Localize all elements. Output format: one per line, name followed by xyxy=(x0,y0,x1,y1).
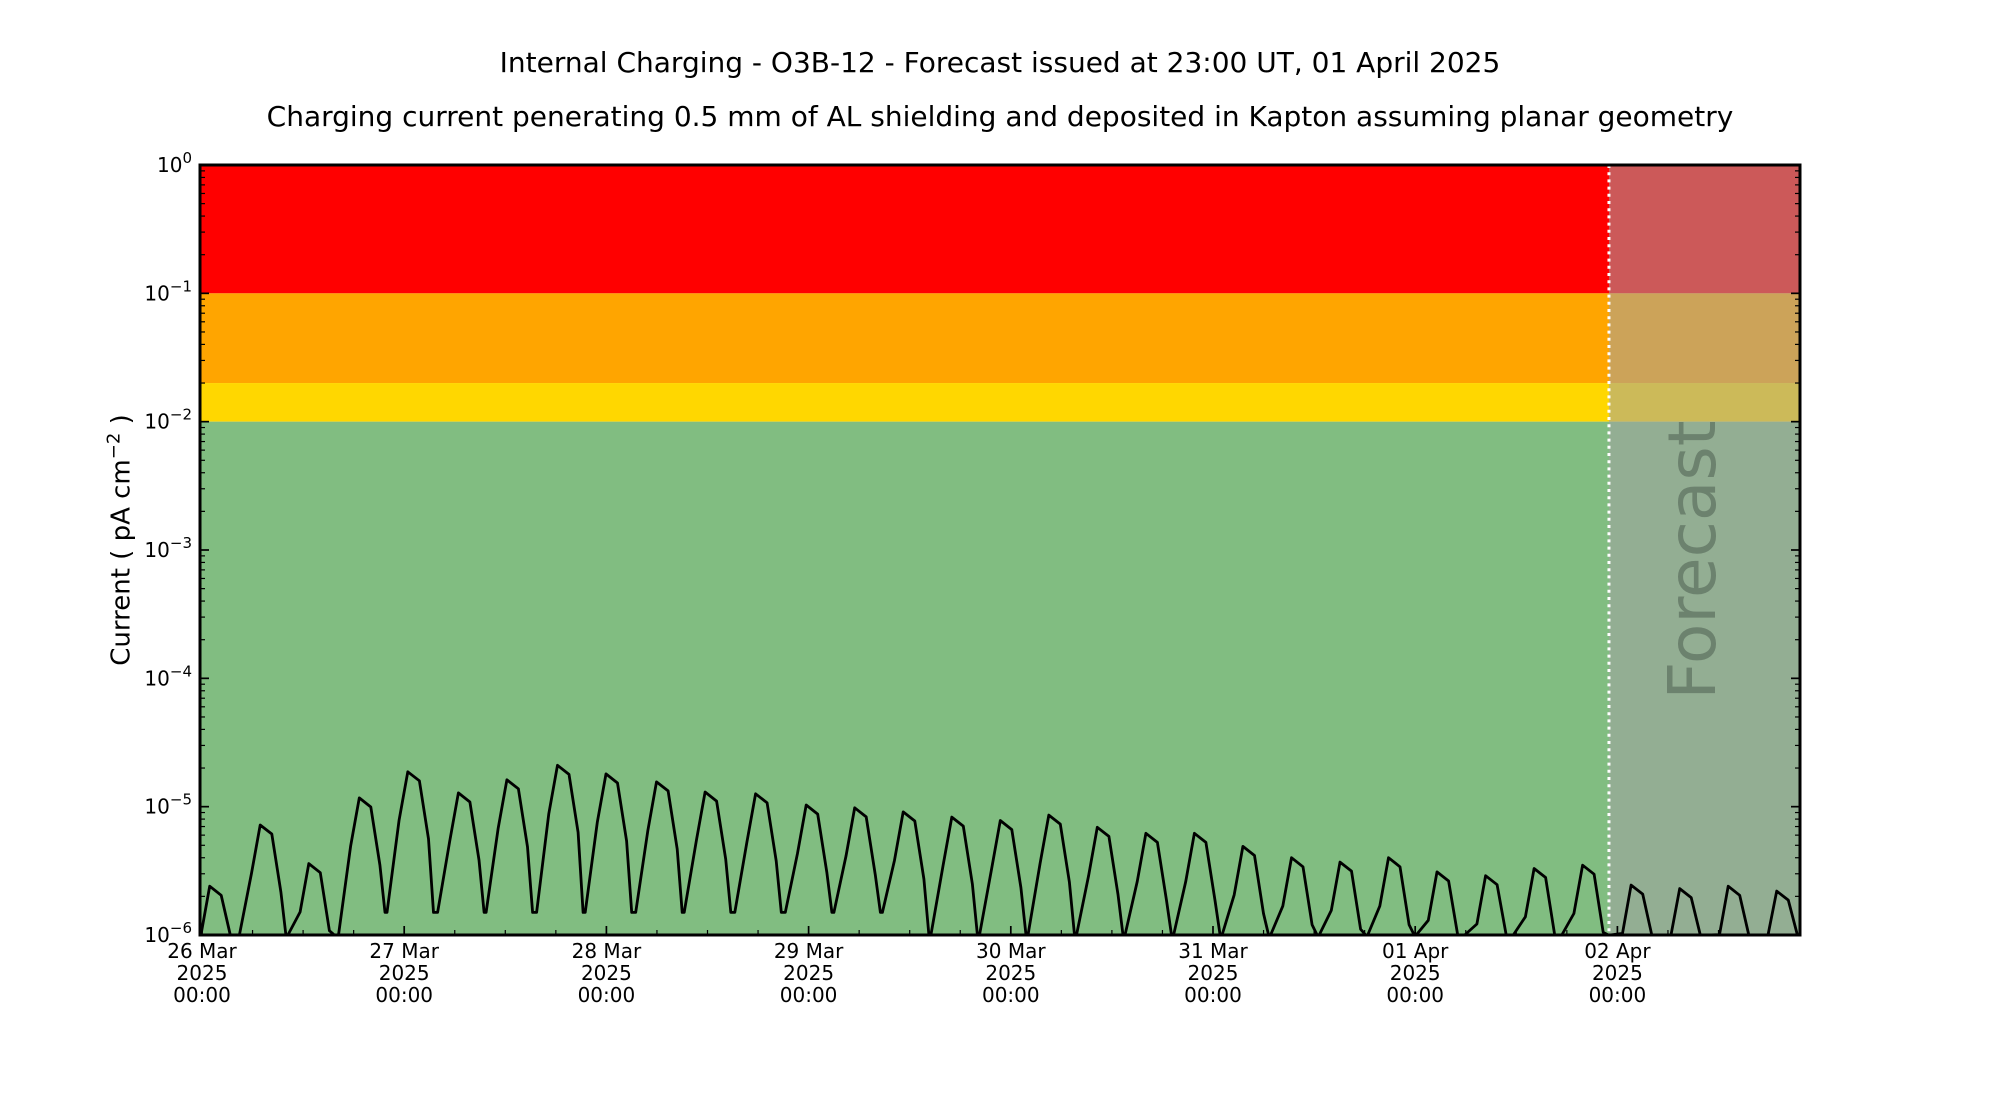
x-tick-line: 00:00 xyxy=(1589,983,1647,1007)
threshold-band-yellow xyxy=(200,383,1800,422)
y-tick-label: 10−3 xyxy=(144,534,192,562)
x-tick-label: 29 Mar 2025 00:00 xyxy=(774,939,844,1007)
y-tick-exponent: −5 xyxy=(170,791,192,809)
threshold-band-green xyxy=(200,421,1800,935)
x-tick-label: 02 Apr 2025 00:00 xyxy=(1584,939,1651,1007)
x-tick-line: 30 Mar xyxy=(976,939,1046,963)
current-line xyxy=(198,763,1802,937)
x-tick-line: 2025 xyxy=(783,961,834,985)
y-axis-label: Current ( pA cm−2 ) xyxy=(104,414,137,665)
x-tick-line: 31 Mar xyxy=(1178,939,1248,963)
y-tick-exponent: −3 xyxy=(170,534,192,552)
plot-border xyxy=(198,163,1802,937)
x-tick-line: 00:00 xyxy=(1184,983,1242,1007)
x-tick-line: 00:00 xyxy=(173,983,231,1007)
y-tick-label: 10−5 xyxy=(144,791,192,819)
y-tick-mantissa: 10 xyxy=(157,153,182,177)
x-tick-label: 27 Mar 2025 00:00 xyxy=(369,939,439,1007)
y-tick-exponent: −1 xyxy=(170,277,192,295)
x-tick-line: 00:00 xyxy=(578,983,636,1007)
x-tick-line: 2025 xyxy=(581,961,632,985)
x-tick-line: 2025 xyxy=(1188,961,1239,985)
chart-title: Internal Charging - O3B-12 - Forecast is… xyxy=(499,46,1501,79)
x-tick-line: 00:00 xyxy=(375,983,433,1007)
x-tick-line: 2025 xyxy=(1390,961,1441,985)
y-tick-mantissa: 10 xyxy=(144,666,169,690)
y-axis-label-close: ) xyxy=(106,414,137,433)
x-tick-line: 2025 xyxy=(1592,961,1643,985)
y-tick-exponent: −6 xyxy=(170,919,192,937)
x-tick-line: 00:00 xyxy=(780,983,838,1007)
x-tick-label: 28 Mar 2025 00:00 xyxy=(572,939,642,1007)
x-tick-label: 01 Apr 2025 00:00 xyxy=(1382,939,1449,1007)
y-tick-label: 10−6 xyxy=(144,919,192,947)
y-tick-label: 10−4 xyxy=(144,662,192,690)
x-tick-line: 29 Mar xyxy=(774,939,844,963)
forecast-watermark: Forecast xyxy=(1654,420,1731,699)
y-axis-label-text: Current ( pA cm xyxy=(106,459,137,666)
x-tick-line: 26 Mar xyxy=(167,939,237,963)
x-tick-line: 00:00 xyxy=(982,983,1040,1007)
y-tick-exponent: 0 xyxy=(182,149,192,167)
y-tick-mantissa: 10 xyxy=(144,538,169,562)
x-tick-line: 00:00 xyxy=(1386,983,1444,1007)
x-tick-line: 2025 xyxy=(379,961,430,985)
x-tick-line: 02 Apr xyxy=(1584,939,1651,963)
y-tick-label: 10−1 xyxy=(144,277,192,305)
x-tick-label: 31 Mar 2025 00:00 xyxy=(1178,939,1248,1007)
chart-subtitle: Charging current penerating 0.5 mm of AL… xyxy=(266,100,1734,133)
x-tick-line: 2025 xyxy=(177,961,228,985)
x-tick-line: 28 Mar xyxy=(572,939,642,963)
y-tick-label: 100 xyxy=(157,149,192,177)
x-tick-line: 01 Apr xyxy=(1382,939,1449,963)
threshold-band-orange xyxy=(200,293,1800,384)
y-tick-mantissa: 10 xyxy=(144,923,169,947)
threshold-band-red xyxy=(200,165,1800,294)
y-axis-label-exponent: −2 xyxy=(103,432,125,460)
y-tick-mantissa: 10 xyxy=(144,795,169,819)
x-tick-label: 30 Mar 2025 00:00 xyxy=(976,939,1046,1007)
y-tick-mantissa: 10 xyxy=(144,410,169,434)
y-tick-label: 10−2 xyxy=(144,406,192,434)
x-tick-label: 26 Mar 2025 00:00 xyxy=(167,939,237,1007)
y-tick-mantissa: 10 xyxy=(144,281,169,305)
x-tick-line: 27 Mar xyxy=(369,939,439,963)
forecast-overlay xyxy=(1608,165,1800,935)
y-tick-exponent: −4 xyxy=(170,662,192,680)
x-tick-line: 2025 xyxy=(985,961,1036,985)
y-tick-exponent: −2 xyxy=(170,406,192,424)
